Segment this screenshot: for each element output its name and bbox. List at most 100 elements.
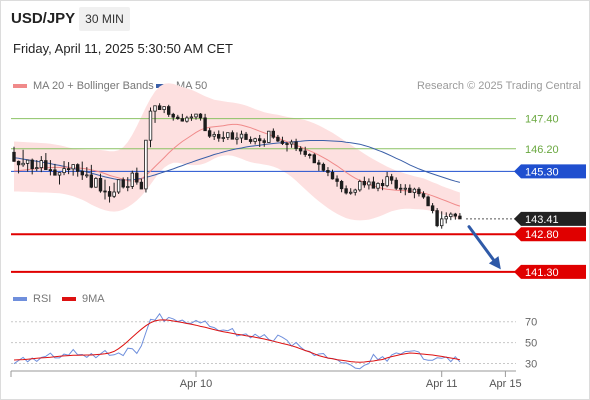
candle-body-down bbox=[16, 160, 21, 166]
candle bbox=[358, 179, 362, 192]
candle bbox=[76, 163, 80, 177]
candle bbox=[194, 113, 198, 120]
candle-body-down bbox=[307, 154, 312, 156]
candle bbox=[21, 149, 25, 167]
candle bbox=[16, 160, 21, 174]
candle-body-down bbox=[321, 163, 326, 171]
ma9-line bbox=[13, 319, 461, 363]
candle-body-down bbox=[421, 193, 426, 198]
candle bbox=[66, 162, 71, 175]
candle-body-down bbox=[380, 182, 385, 187]
candle bbox=[185, 115, 189, 123]
candle bbox=[35, 160, 39, 172]
candle bbox=[57, 172, 62, 185]
candle-body-up bbox=[358, 180, 362, 191]
candle-body-down bbox=[230, 132, 235, 140]
candle-body-down bbox=[176, 116, 180, 119]
candle-body-up bbox=[94, 177, 98, 188]
candle-body-down bbox=[303, 150, 307, 155]
candle bbox=[394, 177, 398, 190]
candle bbox=[80, 161, 84, 180]
candle-body-up bbox=[353, 189, 357, 193]
legend-ma9: 9MA bbox=[62, 293, 105, 305]
candle-body-down bbox=[335, 178, 339, 182]
candle-body-up bbox=[385, 176, 389, 187]
candle bbox=[44, 153, 48, 171]
level-tag-145.30: 145.30 bbox=[514, 164, 586, 179]
research-credit: Research © 2025 Trading Central bbox=[416, 80, 581, 92]
candle-body-up bbox=[289, 141, 294, 145]
candle bbox=[421, 191, 426, 199]
candle bbox=[435, 208, 439, 228]
candle-body-down bbox=[271, 130, 275, 138]
projection-arrow-shaft bbox=[467, 225, 499, 266]
ma20-swatch bbox=[13, 84, 27, 88]
level-tag-bg bbox=[514, 164, 586, 179]
candle-body-up bbox=[239, 133, 244, 139]
candle-body-down bbox=[244, 133, 248, 140]
timeframe-button[interactable]: 30 MIN bbox=[79, 7, 130, 31]
candle bbox=[171, 112, 175, 121]
candle-body-down bbox=[430, 205, 435, 212]
candle bbox=[335, 175, 339, 187]
candle bbox=[408, 184, 412, 193]
level-tag-141.30: 141.30 bbox=[514, 264, 586, 279]
candle-body-down bbox=[135, 172, 139, 183]
candle-body-down bbox=[198, 113, 203, 119]
candle-body-up bbox=[148, 110, 153, 141]
candle bbox=[426, 195, 430, 207]
level-tag-bg bbox=[514, 227, 586, 242]
x-tick-label: Apr 11 bbox=[426, 378, 458, 390]
candle-body-down bbox=[30, 159, 34, 170]
candle bbox=[248, 136, 253, 144]
candle bbox=[30, 158, 34, 175]
candle-body-down bbox=[53, 169, 57, 176]
candle bbox=[253, 137, 257, 145]
candle-body-up bbox=[144, 139, 148, 190]
candle-body-down bbox=[408, 187, 412, 193]
ma20-line bbox=[13, 123, 461, 207]
candle bbox=[180, 113, 184, 122]
candle-body-down bbox=[103, 190, 107, 193]
candle bbox=[221, 131, 225, 142]
candle-body-up bbox=[189, 116, 194, 119]
candle bbox=[48, 160, 53, 176]
candle-body-down bbox=[394, 179, 398, 189]
candle-body-down bbox=[398, 187, 403, 190]
candle bbox=[39, 156, 43, 173]
candle-body-up bbox=[221, 137, 225, 139]
candle-body-down bbox=[285, 143, 289, 145]
legend-rsi-label: RSI bbox=[33, 293, 52, 305]
candle bbox=[239, 130, 244, 143]
candle bbox=[412, 187, 417, 199]
candle bbox=[439, 211, 444, 229]
candle bbox=[403, 184, 407, 196]
rsi-tick-label: 30 bbox=[525, 359, 537, 371]
candle bbox=[458, 213, 462, 220]
candle bbox=[216, 130, 221, 142]
candle-body-up bbox=[126, 186, 130, 188]
candle bbox=[166, 104, 171, 117]
candle-body-down bbox=[312, 154, 316, 164]
candle-body-down bbox=[66, 168, 71, 171]
projection-arrow-head bbox=[488, 256, 501, 270]
candle-body-up bbox=[367, 181, 371, 186]
candle bbox=[139, 178, 144, 190]
candle bbox=[298, 146, 303, 155]
candle-body-down bbox=[121, 179, 125, 188]
candle-body-up bbox=[267, 130, 271, 143]
candle-body-down bbox=[157, 105, 162, 111]
candle bbox=[307, 153, 312, 159]
candle bbox=[85, 167, 89, 178]
ma9-swatch bbox=[62, 297, 76, 301]
candle-body-down bbox=[276, 136, 280, 142]
candle-body-down bbox=[80, 170, 84, 176]
candle bbox=[371, 176, 376, 189]
candle bbox=[267, 130, 271, 143]
candle-body-up bbox=[39, 160, 43, 169]
candle-body-down bbox=[207, 130, 212, 137]
candle-body-up bbox=[185, 117, 189, 122]
candle bbox=[157, 103, 162, 111]
candle-body-up bbox=[71, 164, 75, 170]
candle bbox=[257, 134, 262, 148]
